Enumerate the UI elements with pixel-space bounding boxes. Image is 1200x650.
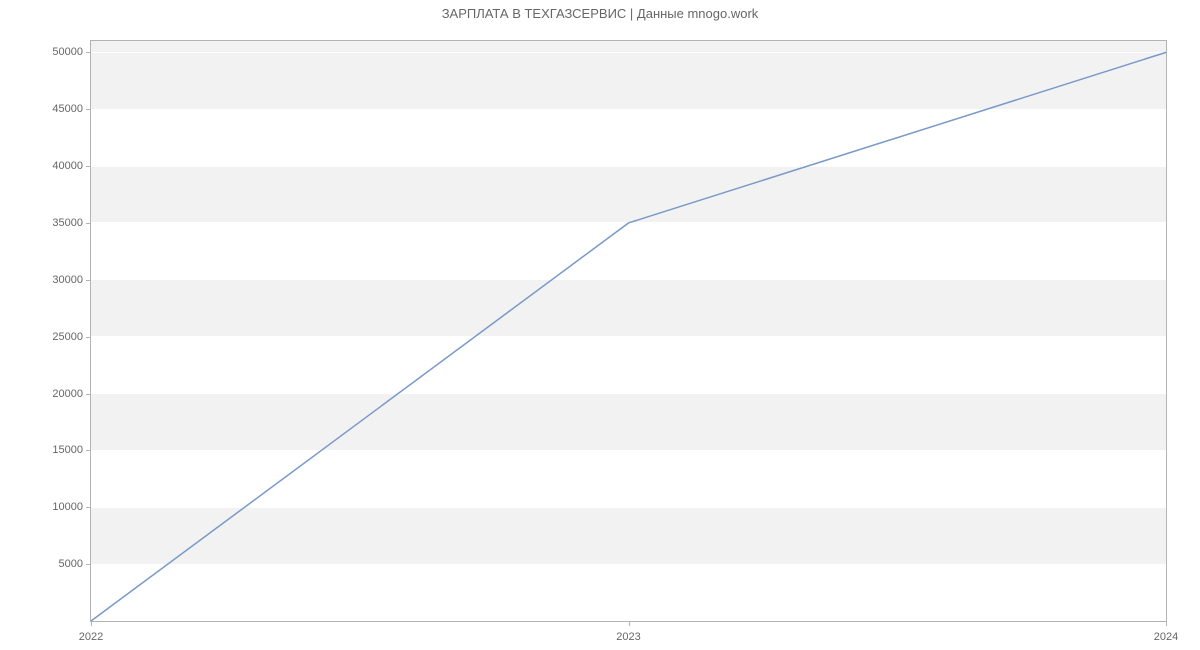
- series-line: [91, 52, 1166, 621]
- chart-container: ЗАРПЛАТА В ТЕХГАЗСЕРВИС | Данные mnogo.w…: [0, 0, 1200, 650]
- y-tick-label: 45000: [52, 103, 83, 115]
- y-tick-label: 35000: [52, 217, 83, 229]
- y-tick-mark: [86, 280, 91, 281]
- y-tick-mark: [86, 337, 91, 338]
- x-tick-label: 2023: [616, 631, 640, 643]
- x-tick-mark: [1166, 621, 1167, 626]
- x-tick-label: 2024: [1154, 631, 1178, 643]
- y-tick-mark: [86, 507, 91, 508]
- y-tick-mark: [86, 450, 91, 451]
- y-tick-label: 15000: [52, 444, 83, 456]
- x-tick-label: 2022: [79, 631, 103, 643]
- y-tick-label: 20000: [52, 388, 83, 400]
- line-series: [91, 41, 1166, 621]
- y-tick-label: 30000: [52, 274, 83, 286]
- x-tick-mark: [91, 621, 92, 626]
- plot-area: 5000100001500020000250003000035000400004…: [90, 40, 1167, 622]
- y-tick-mark: [86, 394, 91, 395]
- y-tick-mark: [86, 52, 91, 53]
- y-tick-label: 25000: [52, 331, 83, 343]
- y-tick-label: 50000: [52, 46, 83, 58]
- y-tick-label: 5000: [59, 558, 83, 570]
- y-tick-mark: [86, 166, 91, 167]
- y-tick-label: 40000: [52, 160, 83, 172]
- y-tick-mark: [86, 109, 91, 110]
- y-tick-mark: [86, 564, 91, 565]
- x-tick-mark: [629, 621, 630, 626]
- chart-title: ЗАРПЛАТА В ТЕХГАЗСЕРВИС | Данные mnogo.w…: [0, 6, 1200, 21]
- y-tick-label: 10000: [52, 501, 83, 513]
- y-tick-mark: [86, 223, 91, 224]
